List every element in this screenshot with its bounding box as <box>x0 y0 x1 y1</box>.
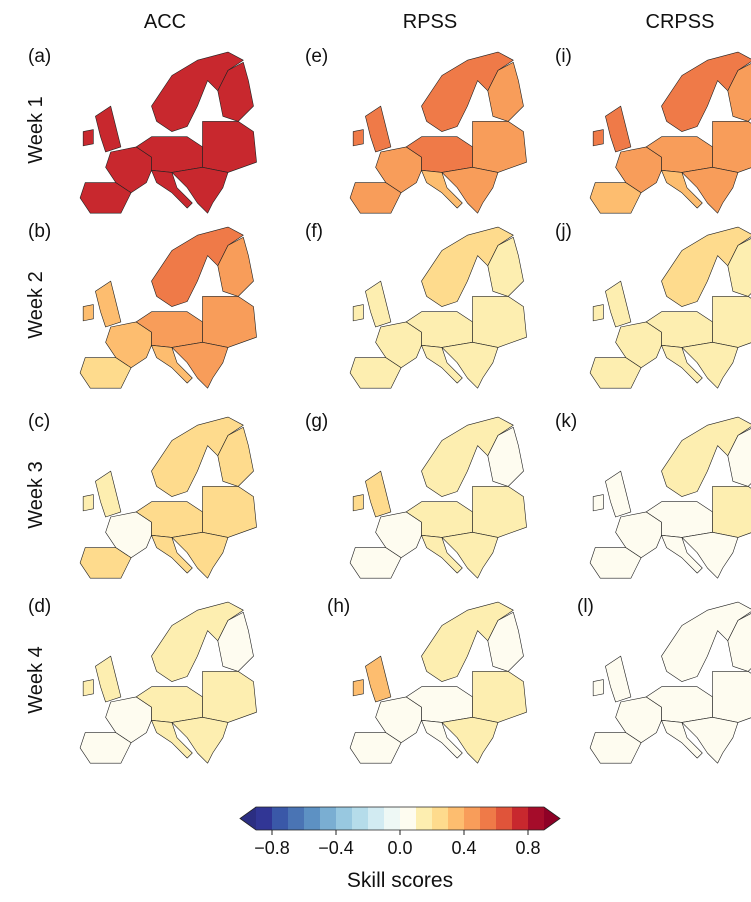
panel-label: (l) <box>577 596 594 617</box>
colorbar-cell <box>448 807 464 830</box>
colorbar-cell <box>352 807 368 830</box>
region <box>203 121 257 172</box>
colorbar-cell <box>336 807 352 830</box>
region <box>473 671 527 722</box>
colorbar-cell <box>528 807 544 830</box>
colorbar-cell <box>304 807 320 830</box>
region <box>593 471 631 517</box>
map <box>590 52 751 213</box>
region <box>713 121 751 172</box>
colorbar-cell <box>496 807 512 830</box>
map <box>590 602 751 763</box>
colorbar-cell <box>432 807 448 830</box>
region <box>593 106 631 152</box>
region <box>473 121 527 172</box>
map <box>350 602 526 763</box>
panel-label: (c) <box>28 411 50 432</box>
colorbar-cell <box>512 807 528 830</box>
region <box>172 532 228 578</box>
colorbar-tick-label: 0.8 <box>515 838 540 858</box>
region <box>682 532 738 578</box>
panel-label: (d) <box>28 596 51 617</box>
region <box>353 281 391 327</box>
panel-label: (b) <box>28 221 51 242</box>
panel-label: (g) <box>305 411 328 432</box>
region <box>203 296 257 347</box>
map <box>80 52 256 213</box>
region <box>442 717 498 763</box>
region <box>593 656 631 702</box>
region <box>593 281 631 327</box>
region <box>203 486 257 537</box>
map <box>80 227 256 388</box>
region <box>682 717 738 763</box>
colorbar-tick-label: 0.0 <box>387 838 412 858</box>
region <box>172 717 228 763</box>
colorbar-cell <box>384 807 400 830</box>
column-title: CRPSS <box>646 11 715 33</box>
colorbar-cell <box>416 807 432 830</box>
region <box>473 486 527 537</box>
panel-label: (f) <box>305 221 323 242</box>
region <box>83 471 121 517</box>
region <box>83 106 121 152</box>
region <box>353 656 391 702</box>
panel-label: (h) <box>327 596 350 617</box>
region <box>172 342 228 388</box>
region <box>682 342 738 388</box>
panel-label: (j) <box>555 221 572 242</box>
colorbar-cell <box>320 807 336 830</box>
map <box>350 227 526 388</box>
row-title: Week 1 <box>25 96 47 163</box>
map <box>350 52 526 213</box>
region <box>442 532 498 578</box>
region <box>203 671 257 722</box>
row-title: Week 2 <box>25 271 47 338</box>
map <box>80 417 256 578</box>
map <box>80 602 256 763</box>
colorbar-extend-high <box>544 807 560 830</box>
colorbar-cell <box>368 807 384 830</box>
colorbar-tick-label: 0.4 <box>451 838 476 858</box>
region <box>442 342 498 388</box>
map <box>350 417 526 578</box>
colorbar-extend-low <box>240 807 256 830</box>
region <box>713 296 751 347</box>
region <box>83 656 121 702</box>
region <box>682 167 738 213</box>
colorbar-cell <box>256 807 272 830</box>
region <box>353 471 391 517</box>
colorbar-tick-label: −0.8 <box>254 838 290 858</box>
colorbar-cell <box>400 807 416 830</box>
panel-label: (k) <box>555 411 577 432</box>
region <box>353 106 391 152</box>
colorbar-cell <box>480 807 496 830</box>
map <box>590 227 751 388</box>
colorbar-cell <box>272 807 288 830</box>
region <box>442 167 498 213</box>
region <box>713 671 751 722</box>
region <box>83 281 121 327</box>
map <box>590 417 751 578</box>
column-title: ACC <box>144 11 186 33</box>
panel-label: (i) <box>555 46 572 67</box>
row-title: Week 3 <box>25 461 47 528</box>
region <box>172 167 228 213</box>
region <box>473 296 527 347</box>
panel-label: (e) <box>305 46 328 67</box>
region <box>713 486 751 537</box>
panel-label: (a) <box>28 46 51 67</box>
colorbar-cell <box>464 807 480 830</box>
colorbar-title: Skill scores <box>347 869 453 892</box>
column-title: RPSS <box>403 11 457 33</box>
row-title: Week 4 <box>25 646 47 713</box>
colorbar-tick-label: −0.4 <box>318 838 354 858</box>
colorbar-cell <box>288 807 304 830</box>
